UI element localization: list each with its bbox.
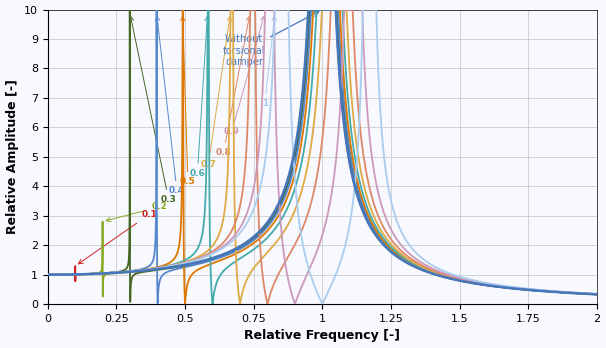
Text: 0.1: 0.1 <box>78 210 158 264</box>
Text: 0.7: 0.7 <box>201 16 231 169</box>
Text: 0.2: 0.2 <box>106 203 167 222</box>
Text: 0.4: 0.4 <box>155 16 185 195</box>
Y-axis label: Relative Amplitude [-]: Relative Amplitude [-] <box>5 79 19 234</box>
Text: 0.6: 0.6 <box>190 16 209 177</box>
Text: 0.8: 0.8 <box>216 16 251 157</box>
Text: 0.3: 0.3 <box>129 16 176 204</box>
Text: 0.5: 0.5 <box>180 16 196 187</box>
Text: 0.9: 0.9 <box>224 16 265 136</box>
X-axis label: Relative Frequency [-]: Relative Frequency [-] <box>244 330 401 342</box>
Text: 1: 1 <box>262 16 276 108</box>
Text: Without
torsional
damper: Without torsional damper <box>223 11 319 68</box>
